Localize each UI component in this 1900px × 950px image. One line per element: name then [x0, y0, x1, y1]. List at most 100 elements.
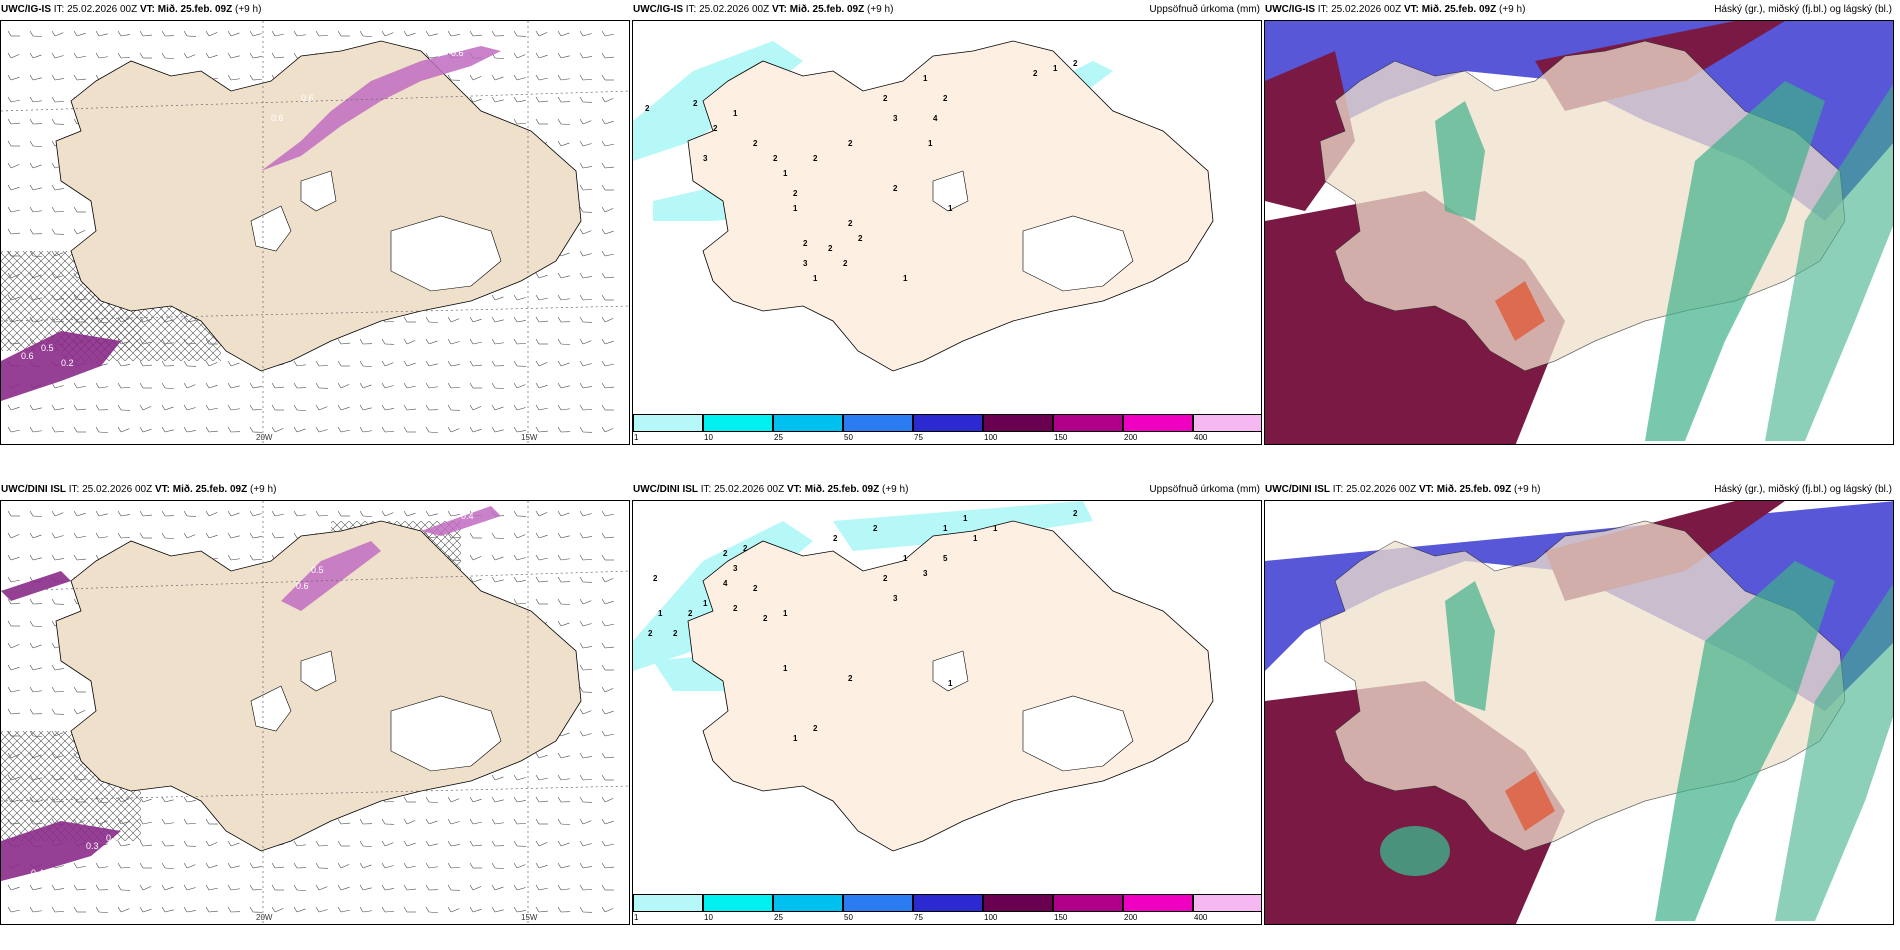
wind-barb-flag [447, 862, 452, 869]
svg-text:2: 2 [833, 534, 838, 543]
wind-barb [472, 886, 482, 891]
wind-barb-flag [469, 532, 474, 539]
wind-barb-flag [447, 510, 452, 517]
wind-barb-flag [447, 338, 452, 345]
wind-barb [560, 535, 570, 539]
parallel-line [1, 90, 629, 112]
wind-barb [98, 911, 108, 913]
wind-barb-flag [557, 620, 562, 627]
cloud-map[interactable] [1264, 20, 1894, 445]
precip-map[interactable]: 2 2 2 1 2 2 3 1 2 2 2 2 1 2 4 3 1 2 1 2 [632, 20, 1262, 445]
wind-barb [538, 887, 548, 891]
wind-barb-flag [469, 796, 474, 803]
wind-barb [494, 406, 504, 411]
colorbar-tick: 200 [1124, 913, 1138, 922]
valid-time: Mið. 25.feb. 09Z [789, 4, 865, 15]
wind-barb-flag [293, 30, 298, 37]
wind-barb-flag [579, 404, 584, 411]
wind-barb [406, 842, 416, 847]
wind-barb-flag [381, 30, 386, 37]
wind-label: 0.2 [61, 358, 74, 368]
cloud-mixed [1505, 771, 1555, 831]
precip-map[interactable]: 2 2 2 1 2 1 2 2 3 4 2 2 2 1 3 2 1 3 5 2 [632, 500, 1262, 925]
svg-text:2: 2 [1073, 509, 1078, 518]
wind-barb-flag [557, 818, 562, 825]
wind-barb [604, 688, 614, 693]
wind-barb-flag [29, 74, 34, 81]
wind-barb [516, 54, 526, 59]
valid-label: VT: [1403, 4, 1419, 15]
lead-time: (+9 h) [235, 4, 262, 15]
wind-barb-flag [403, 426, 408, 433]
wind-barb-flag [579, 730, 584, 737]
model-name: UWC/DINI ISL [1265, 484, 1330, 495]
svg-text:2: 2 [653, 574, 658, 583]
wind-barb-flag [161, 30, 166, 37]
wind-barb [32, 187, 42, 191]
wind-barb-flag [117, 840, 122, 847]
wind-barb [406, 865, 416, 869]
wind-barb [142, 798, 152, 803]
wind-barb [494, 429, 504, 433]
wind-barb-flag [469, 316, 474, 323]
wind-barb-flag [469, 576, 474, 583]
wind-barb [560, 275, 570, 279]
wind-barb [384, 385, 394, 389]
wind-barb [538, 384, 548, 389]
wind-barb [164, 57, 174, 59]
wind-barb-flag [579, 316, 584, 323]
wind-barb-flag [403, 316, 408, 323]
wind-barb-flag [29, 118, 34, 125]
cloud-map[interactable] [1264, 500, 1894, 925]
wind-barb-flag [51, 30, 56, 37]
wind-barb-flag [205, 862, 210, 869]
wind-barb-flag [601, 250, 606, 257]
wind-barb [54, 385, 64, 389]
wind-barb-flag [579, 664, 584, 671]
cloud-mixed [1495, 281, 1545, 341]
wind-map[interactable]: 0.6 0.5 0.2 0.6 0.6 0.6 20W 15W [0, 20, 630, 445]
svg-text:1: 1 [973, 534, 978, 543]
wind-barb-flag [205, 818, 210, 825]
svg-text:1: 1 [703, 599, 708, 608]
wind-barb [98, 33, 108, 37]
wind-barb [604, 143, 614, 147]
wind-barb-flag [579, 598, 584, 605]
wind-barb-flag [205, 906, 210, 913]
wind-barb [516, 910, 526, 913]
wind-barb [494, 799, 504, 803]
svg-text:1: 1 [948, 204, 953, 213]
wind-map[interactable]: 0.4 0.3 0.4 0.5 0.6 0.4 20W 15W [0, 500, 630, 925]
wind-barb-flag [491, 316, 496, 323]
wind-barb-flag [447, 74, 452, 81]
wind-barb-flag [139, 862, 144, 869]
model-name: UWC/IG-IS [1265, 4, 1315, 15]
wind-barb-flag [513, 796, 518, 803]
colorbar-tick: 1 [634, 433, 639, 442]
wind-barb-flag [557, 796, 562, 803]
panel-cloud-bottom: UWC/DINI ISL IT: 25.02.2026 00Z VT: Mið.… [1264, 480, 1894, 925]
wind-barb-flag [29, 30, 34, 37]
wind-barb-flag [73, 30, 78, 37]
wind-barb [582, 189, 592, 191]
wind-barb-flag [7, 510, 12, 517]
wind-barb [538, 512, 548, 517]
wind-barb [252, 889, 262, 891]
wind-barb-flag [7, 162, 12, 169]
glacier [932, 170, 969, 212]
lon-label: 15W [521, 433, 538, 442]
wind-barb [76, 512, 86, 517]
wind-barb-flag [29, 884, 34, 891]
wind-barb [120, 387, 130, 389]
wind-barb-flag [601, 598, 606, 605]
wind-barb-flag [7, 598, 12, 605]
wind-barb [32, 145, 42, 147]
wind-barb-flag [557, 426, 562, 433]
wind-barb-flag [51, 642, 56, 649]
wind-barb-flag [447, 796, 452, 803]
glacier [390, 215, 502, 292]
init-time: IT: 25.02.2026 00Z [1332, 484, 1417, 495]
wind-barb-flag [535, 404, 540, 411]
svg-text:1: 1 [923, 74, 928, 83]
wind-barb-flag [557, 74, 562, 81]
